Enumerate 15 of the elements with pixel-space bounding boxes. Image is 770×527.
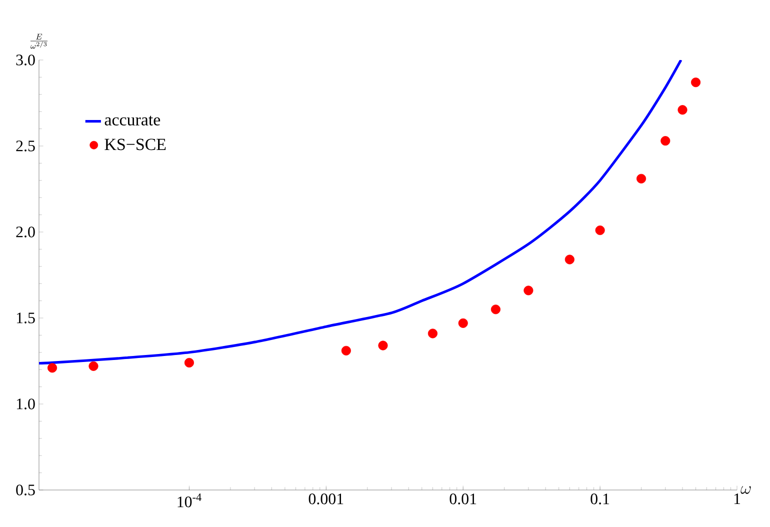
x-tick-label: 1 — [734, 494, 740, 504]
y-tick-label: 1.0 — [16, 398, 35, 410]
x-tick-label: 0.1 — [590, 494, 610, 504]
x-tick-label: 0.01 — [450, 494, 476, 504]
y-tick-label: 1.5 — [16, 312, 35, 324]
y-tick-label: 3.0 — [16, 54, 35, 66]
legend-label: KS−SCE — [104, 138, 166, 150]
legend-label: accurate — [104, 116, 160, 126]
y-tick-label: 0.5 — [16, 484, 35, 496]
x-tick-label: 10$^{-4}$ — [178, 494, 202, 508]
x-axis-title: $\omega$ — [740, 486, 751, 494]
y-axis-title: $\frac{E}{\omega^{2/3}}$ — [30, 34, 48, 49]
x-tick-label: 0.001 — [308, 494, 344, 504]
y-tick-label: 2.0 — [16, 226, 35, 238]
y-tick-label: 2.5 — [16, 140, 35, 152]
